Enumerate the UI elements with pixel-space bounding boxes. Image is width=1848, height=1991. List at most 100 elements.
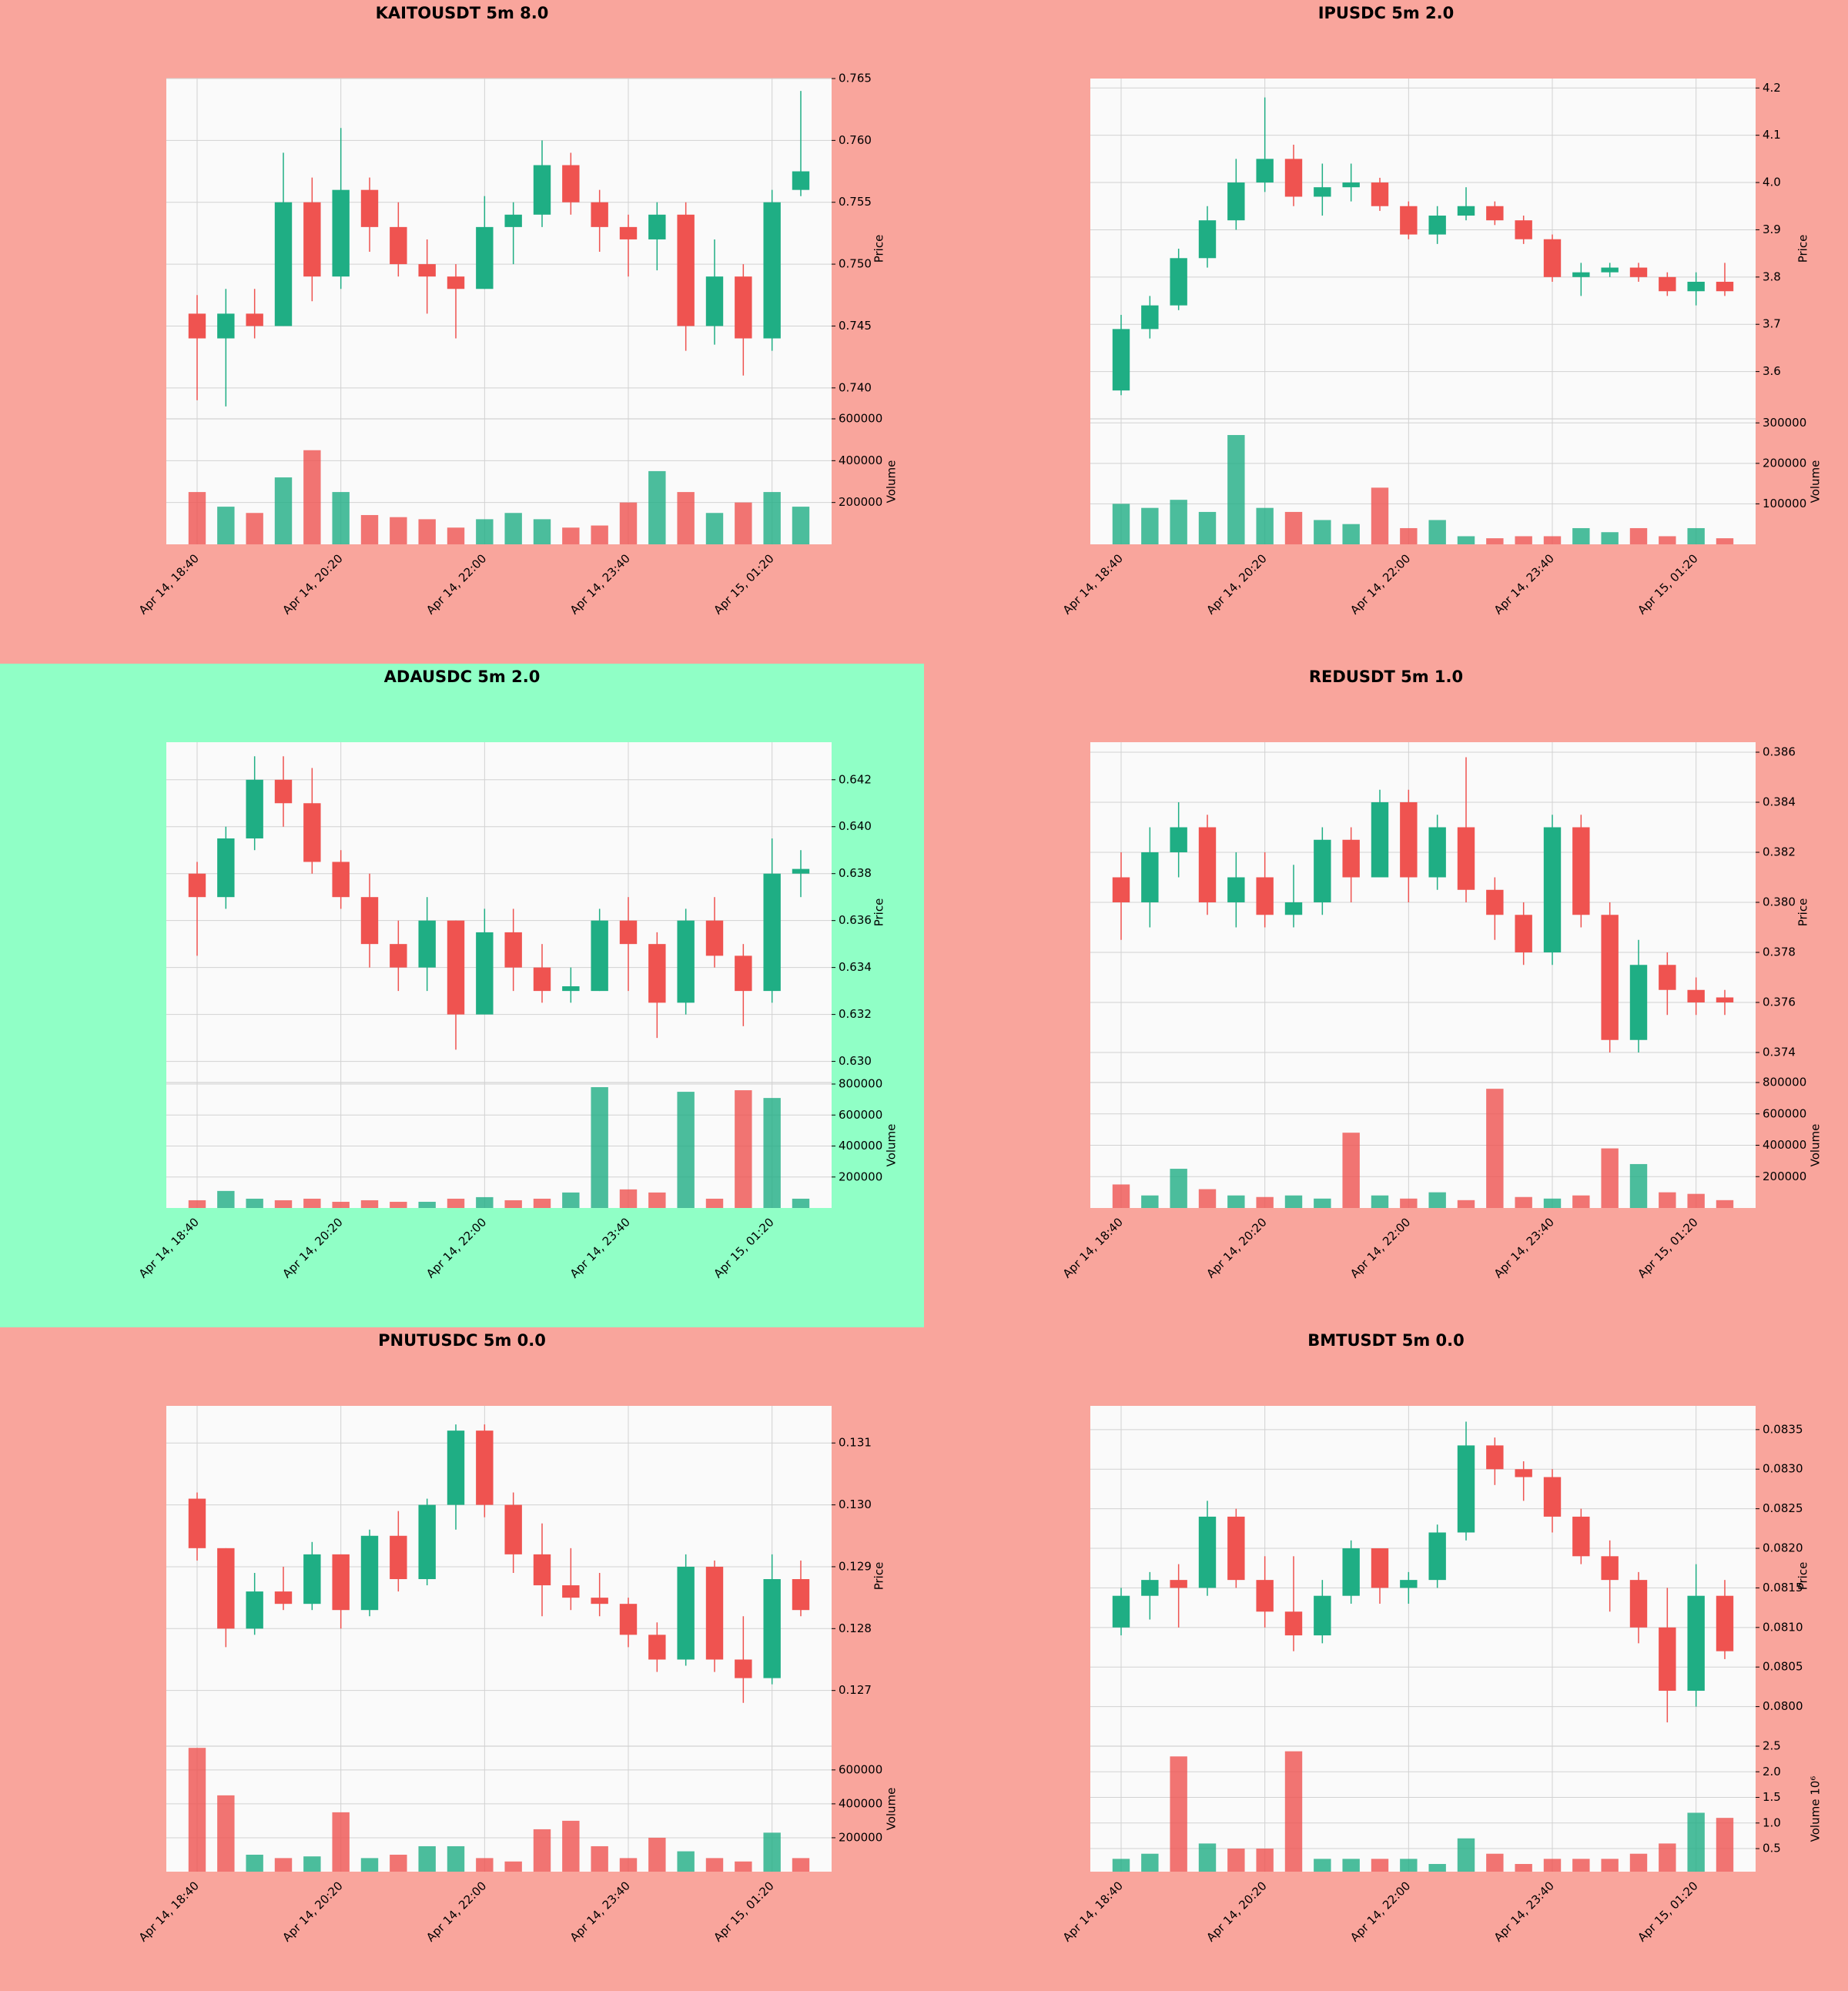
plot-area	[1090, 742, 1756, 1208]
candle-body	[792, 171, 810, 190]
volume-bar	[533, 1829, 551, 1872]
candle-body	[1629, 1580, 1648, 1628]
candle-body	[1515, 915, 1532, 952]
candle-body	[303, 803, 321, 862]
volume-bar	[447, 1845, 465, 1872]
volume-tick-label: 2.0	[1763, 1765, 1781, 1779]
candle-body	[763, 202, 781, 339]
y-axis-label: Price	[872, 898, 886, 927]
volume-bar	[1170, 500, 1187, 544]
candle-body	[504, 214, 522, 227]
candle-body	[1428, 827, 1446, 878]
volume-tick-label: 1.5	[1763, 1790, 1781, 1804]
y-tick-label: 0.131	[839, 1436, 872, 1450]
candle-body	[591, 920, 608, 992]
volume-tick-label: 600000	[1763, 1106, 1806, 1120]
candle-body	[1400, 206, 1418, 235]
volume-bar	[1198, 511, 1217, 544]
volume-tick-label: 300000	[1763, 416, 1806, 430]
volume-bar	[1314, 1198, 1331, 1208]
candle-body	[648, 944, 666, 1003]
candle-body	[763, 1579, 781, 1678]
y-tick-label: 0.0800	[1763, 1699, 1803, 1713]
y-tick-label: 0.380	[1763, 895, 1796, 909]
chart-panel: PNUTUSDC 5m 0.0 0.127 0.128 0.129 0.130 0.131…	[0, 1327, 924, 1991]
volume-bar	[735, 502, 752, 544]
candle-body	[274, 1591, 293, 1605]
chart-title: ADAUSDC 5m 2.0	[384, 668, 541, 686]
volume-bar	[274, 1858, 293, 1872]
candle-body	[1486, 206, 1504, 221]
volume-bar	[1112, 504, 1130, 544]
y-tick-label: 3.8	[1763, 269, 1781, 283]
volume-bar	[619, 1858, 638, 1872]
candle-body	[1515, 220, 1532, 239]
volume-bar	[447, 527, 465, 544]
plot-area	[1090, 1406, 1756, 1872]
volume-bar	[1428, 1864, 1446, 1872]
volume-bar	[1428, 520, 1446, 544]
candle-body	[1687, 1595, 1705, 1692]
volume-tick-label: 400000	[1763, 1138, 1806, 1152]
volume-axis-label: Volume	[1809, 460, 1823, 504]
candle-body	[360, 189, 379, 227]
candle-body	[217, 838, 235, 898]
y-tick-label: 0.0830	[1763, 1462, 1803, 1476]
volume-bar	[217, 507, 235, 544]
volume-bar	[1400, 1859, 1418, 1872]
candle-body	[1198, 1516, 1217, 1588]
y-tick-label: 0.130	[839, 1497, 872, 1511]
volume-bar	[188, 1748, 206, 1872]
y-tick-label: 0.378	[1763, 945, 1796, 959]
volume-bar	[763, 492, 781, 544]
candle-body	[677, 214, 695, 326]
volume-bar	[1659, 536, 1676, 544]
candle-body	[274, 202, 293, 326]
volume-axis-label: Volume	[885, 460, 899, 504]
candle-body	[476, 226, 494, 289]
candle-body	[390, 1535, 407, 1580]
candle-body	[1256, 159, 1274, 183]
volume-bar	[1629, 527, 1648, 544]
candle-body	[1601, 1556, 1619, 1581]
volume-bar	[1515, 1864, 1532, 1872]
volume-bar	[619, 502, 638, 544]
candle-body	[504, 1504, 522, 1554]
y-tick-label: 0.0825	[1763, 1501, 1803, 1515]
volume-bar	[1256, 507, 1274, 544]
volume-bar	[677, 1851, 695, 1872]
volume-bar	[418, 1845, 436, 1872]
volume-bar	[1371, 1859, 1389, 1872]
volume-bar	[390, 517, 407, 544]
candle-body	[1629, 267, 1648, 277]
volume-bar	[1400, 1198, 1418, 1208]
candle-body	[1659, 1627, 1676, 1692]
volume-bar	[1486, 1089, 1504, 1208]
volume-bar	[217, 1795, 235, 1872]
y-tick-label: 0.0805	[1763, 1660, 1803, 1674]
candle-body	[332, 1554, 350, 1611]
candle-body	[1543, 827, 1562, 952]
volume-tick-label: 200000	[1763, 1170, 1806, 1183]
candle-body	[1601, 267, 1619, 273]
y-tick-label: 0.382	[1763, 845, 1796, 859]
volume-bar	[1342, 1859, 1360, 1872]
volume-bar	[274, 1200, 293, 1208]
chart-title: REDUSDT 5m 1.0	[1309, 668, 1463, 686]
volume-bar	[619, 1189, 638, 1208]
chart-panel: BMTUSDT 5m 0.0 0.0800 0.0805 0.0810 0.0815 0.…	[924, 1327, 1848, 1991]
volume-bar	[1284, 1195, 1303, 1208]
candle-body	[303, 1554, 321, 1605]
volume-bar	[360, 1200, 379, 1208]
volume-bar	[1515, 536, 1532, 544]
volume-bar	[648, 1192, 666, 1208]
chart-title: PNUTUSDC 5m 0.0	[378, 1331, 546, 1350]
y-tick-label: 0.640	[839, 819, 872, 833]
y-tick-label: 0.740	[839, 380, 872, 394]
candle-body	[1284, 1611, 1303, 1636]
volume-tick-label: 200000	[839, 495, 882, 509]
candle-body	[1716, 1595, 1734, 1651]
volume-tick-label: 800000	[1763, 1076, 1806, 1089]
volume-axis-label: Volume	[885, 1788, 899, 1831]
candle-body	[1256, 877, 1274, 915]
